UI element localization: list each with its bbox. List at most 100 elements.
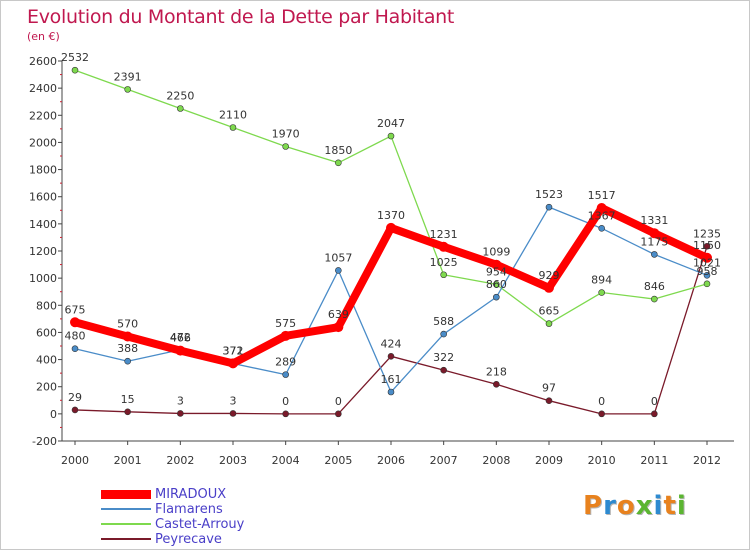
x-tick-label: 2012 xyxy=(693,454,721,467)
data-point xyxy=(387,388,395,396)
data-label: 1517 xyxy=(588,189,616,202)
x-tick-label: 2011 xyxy=(640,454,668,467)
y-tick-label: 400 xyxy=(36,354,57,367)
data-point xyxy=(545,320,553,327)
logo-letter: t xyxy=(663,491,677,521)
data-point xyxy=(280,330,291,341)
data-point xyxy=(177,105,184,112)
data-point xyxy=(651,251,658,258)
data-label: 388 xyxy=(117,342,138,355)
data-label: 639 xyxy=(328,308,349,321)
data-label: 575 xyxy=(275,317,296,330)
logo-letter: o xyxy=(616,491,636,521)
legend-label: Peyrecave xyxy=(155,532,222,547)
data-point xyxy=(177,410,184,417)
y-tick-label: 1200 xyxy=(29,245,57,258)
data-label: 2250 xyxy=(166,90,194,103)
data-label: 15 xyxy=(121,393,135,406)
data-point xyxy=(598,289,605,296)
data-label: 570 xyxy=(117,318,138,331)
data-point xyxy=(386,222,396,233)
data-label: 846 xyxy=(644,280,665,293)
data-point xyxy=(438,241,449,252)
y-tick-label: 2400 xyxy=(29,82,57,95)
data-label: 289 xyxy=(275,356,296,369)
legend-label: MIRADOUX xyxy=(155,487,227,502)
data-label: 1231 xyxy=(430,228,458,241)
data-label: 1331 xyxy=(640,214,668,227)
data-point xyxy=(440,366,447,374)
data-point xyxy=(124,86,131,93)
logo-letter: i xyxy=(676,491,687,521)
x-tick-label: 2004 xyxy=(272,454,300,467)
data-point xyxy=(545,203,553,211)
data-label: 424 xyxy=(381,337,402,350)
data-label: 0 xyxy=(282,395,289,408)
legend-label: Castet-Arrouy xyxy=(155,517,245,532)
data-point xyxy=(596,202,607,213)
data-label: 588 xyxy=(433,315,454,328)
data-point xyxy=(649,228,660,239)
y-tick-label: 1800 xyxy=(29,164,57,177)
x-tick-label: 2003 xyxy=(219,454,247,467)
data-label: 466 xyxy=(170,332,191,345)
data-label: 2110 xyxy=(219,109,247,122)
data-point xyxy=(335,410,342,418)
data-point xyxy=(545,397,553,404)
data-label: 161 xyxy=(381,373,402,386)
data-point xyxy=(493,281,500,288)
legend-swatch xyxy=(101,538,151,540)
x-tick-label: 2001 xyxy=(114,454,142,467)
y-tick-label: 600 xyxy=(36,326,57,339)
legend-swatch xyxy=(101,523,151,525)
chart-title: Evolution du Montant de la Dette par Hab… xyxy=(27,6,455,28)
data-point xyxy=(387,132,395,140)
y-tick-label: 2200 xyxy=(29,109,57,122)
data-point xyxy=(282,143,289,150)
logo-letter: r xyxy=(603,491,617,521)
y-tick-label: 1000 xyxy=(29,272,57,285)
data-point xyxy=(124,408,131,416)
data-point xyxy=(598,225,605,232)
y-tick-label: 1400 xyxy=(29,218,57,231)
data-point xyxy=(703,271,711,279)
legend-swatch xyxy=(101,508,151,510)
data-label: 2047 xyxy=(377,117,405,130)
data-label: 954 xyxy=(486,265,507,278)
data-point xyxy=(493,380,500,388)
legend-label: Flamarens xyxy=(155,502,223,517)
data-point xyxy=(651,295,658,303)
data-label: 97 xyxy=(542,382,556,395)
data-label: 322 xyxy=(433,351,454,364)
data-point xyxy=(229,410,237,417)
logo-letter: i xyxy=(653,491,664,521)
y-tick-label: -200 xyxy=(32,435,57,448)
data-label: 29 xyxy=(68,391,82,404)
data-point xyxy=(440,330,447,338)
data-label: 1021 xyxy=(693,256,721,269)
data-label: 1367 xyxy=(588,209,616,222)
data-point xyxy=(651,410,658,418)
data-label: 3 xyxy=(177,394,184,407)
data-point xyxy=(335,159,342,167)
logo-letter: P xyxy=(583,491,604,521)
data-point xyxy=(598,410,605,418)
data-label: 1850 xyxy=(324,144,352,157)
data-label: 2532 xyxy=(61,51,89,64)
data-label: 480 xyxy=(65,330,86,343)
data-label: 958 xyxy=(697,265,718,278)
data-label: 894 xyxy=(591,274,612,287)
y-tick-label: 0 xyxy=(50,408,57,421)
data-label: 218 xyxy=(486,365,507,378)
proxiti-logo: Proxiti xyxy=(583,491,687,521)
data-label: 665 xyxy=(539,305,560,318)
y-tick-label: 200 xyxy=(36,381,57,394)
data-label: 860 xyxy=(486,278,507,291)
data-point xyxy=(702,252,712,263)
data-label: 1523 xyxy=(535,188,563,201)
data-point xyxy=(333,322,344,333)
data-label: 2391 xyxy=(114,70,142,83)
data-label: 472 xyxy=(170,331,191,344)
data-point xyxy=(229,124,237,131)
data-point xyxy=(491,259,502,270)
